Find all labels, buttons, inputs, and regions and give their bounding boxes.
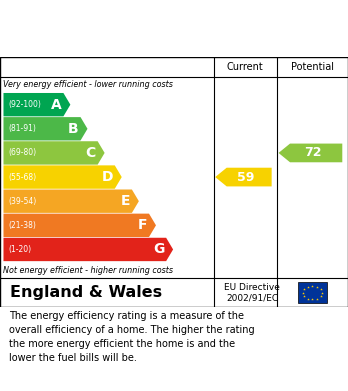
Text: E: E: [121, 194, 130, 208]
Polygon shape: [3, 213, 156, 237]
Text: Current: Current: [227, 62, 264, 72]
Text: A: A: [51, 98, 62, 112]
Text: (81-91): (81-91): [9, 124, 37, 133]
Text: D: D: [102, 170, 113, 184]
Polygon shape: [3, 190, 139, 213]
Text: (1-20): (1-20): [9, 245, 32, 254]
Polygon shape: [278, 143, 342, 162]
Polygon shape: [3, 141, 105, 165]
Text: (21-38): (21-38): [9, 221, 37, 230]
Text: B: B: [68, 122, 79, 136]
Polygon shape: [3, 93, 70, 117]
Text: EU Directive
2002/91/EC: EU Directive 2002/91/EC: [224, 283, 280, 302]
Text: (55-68): (55-68): [9, 172, 37, 181]
Text: 59: 59: [237, 170, 254, 183]
Polygon shape: [215, 168, 272, 187]
Bar: [298, 282, 327, 303]
Text: Very energy efficient - lower running costs: Very energy efficient - lower running co…: [3, 80, 173, 90]
Text: Not energy efficient - higher running costs: Not energy efficient - higher running co…: [3, 265, 174, 274]
Text: (92-100): (92-100): [9, 100, 41, 109]
Text: Potential: Potential: [291, 62, 334, 72]
Polygon shape: [3, 117, 87, 140]
Polygon shape: [3, 165, 122, 189]
Text: 72: 72: [304, 147, 322, 160]
Text: G: G: [153, 242, 164, 256]
Text: C: C: [86, 146, 96, 160]
Text: The energy efficiency rating is a measure of the
overall efficiency of a home. T: The energy efficiency rating is a measur…: [9, 311, 254, 363]
Text: England & Wales: England & Wales: [10, 285, 163, 300]
Text: Energy Efficiency Rating: Energy Efficiency Rating: [9, 19, 219, 34]
Text: (39-54): (39-54): [9, 197, 37, 206]
Text: (69-80): (69-80): [9, 149, 37, 158]
Text: F: F: [138, 218, 147, 232]
Polygon shape: [3, 238, 173, 261]
